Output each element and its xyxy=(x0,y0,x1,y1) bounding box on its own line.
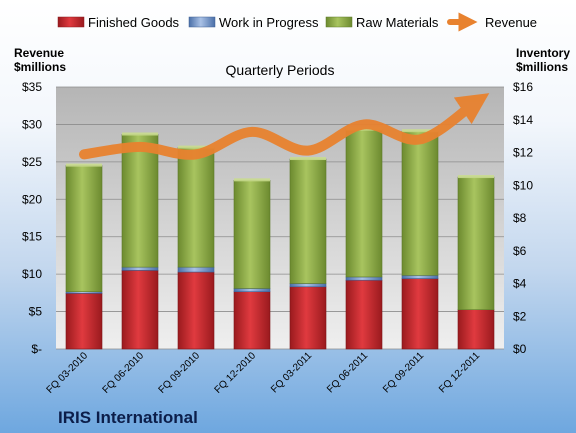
category-label: FQ 09-2011 xyxy=(381,350,426,395)
left-tick-label: $5 xyxy=(29,305,43,319)
left-axis-label-line1: Revenue xyxy=(14,46,64,60)
right-tick-label: $0 xyxy=(513,342,527,356)
bar-top-cap xyxy=(290,157,326,161)
bars-group xyxy=(65,127,495,350)
right-tick-label: $6 xyxy=(513,244,527,258)
right-tick-label: $2 xyxy=(513,309,527,323)
legend-label-revenue: Revenue xyxy=(485,15,537,30)
category-label: FQ 12-2011 xyxy=(437,350,482,395)
legend-label-raw-materials: Raw Materials xyxy=(356,15,439,30)
legend-item-revenue: Revenue xyxy=(447,12,537,32)
right-tick-label: $8 xyxy=(513,211,527,225)
revenue-line-group xyxy=(79,93,490,160)
left-tick-label: $20 xyxy=(22,192,42,206)
bar-top-cap xyxy=(178,145,214,149)
category-label: FQ 03-2010 xyxy=(45,350,91,396)
left-tick-label: $25 xyxy=(22,155,42,169)
right-axis-ticks: $0 $2 $4 $6 $8 $10 $12 $14 $16 xyxy=(513,80,533,356)
left-axis-ticks: $- $5 $10 $15 $20 $25 $30 $35 xyxy=(22,80,42,356)
right-tick-label: $10 xyxy=(513,178,533,192)
bar-top-cap xyxy=(122,132,158,136)
bar-work-in-progress xyxy=(289,283,327,288)
bar-finished-goods xyxy=(289,286,327,350)
bar-raw-materials xyxy=(65,165,103,292)
bar-work-in-progress xyxy=(401,275,439,279)
right-tick-label: $16 xyxy=(513,80,533,94)
company-name: IRIS International xyxy=(58,408,198,427)
bar-finished-goods xyxy=(345,279,383,350)
legend-item-raw-materials: Raw Materials xyxy=(325,15,439,30)
legend: Finished Goods Work in Progress Raw Mate… xyxy=(57,12,537,32)
bar-finished-goods xyxy=(457,309,495,350)
bar-raw-materials xyxy=(177,147,215,268)
bar-finished-goods xyxy=(65,293,103,350)
bar-raw-materials xyxy=(233,180,271,289)
bar-finished-goods xyxy=(233,291,271,350)
legend-label-work-in-progress: Work in Progress xyxy=(219,15,319,30)
left-tick-label: $- xyxy=(31,342,42,356)
bar-top-cap xyxy=(66,163,102,167)
category-label: FQ 12-2010 xyxy=(213,350,259,396)
legend-item-work-in-progress: Work in Progress xyxy=(188,15,319,30)
left-tick-label: $15 xyxy=(22,230,42,244)
bar-work-in-progress xyxy=(233,288,271,292)
bar-raw-materials xyxy=(457,176,495,310)
legend-swatch-raw-materials xyxy=(325,16,353,28)
left-tick-label: $35 xyxy=(22,80,42,94)
bar-top-cap xyxy=(402,129,438,133)
chart-title: Quarterly Periods xyxy=(226,62,335,78)
right-axis-label-line2: $millions xyxy=(516,60,568,74)
bar-raw-materials xyxy=(121,134,159,268)
bar-finished-goods xyxy=(401,278,439,350)
bar-finished-goods xyxy=(121,270,159,350)
bar-work-in-progress xyxy=(345,276,383,281)
category-label: FQ 09-2010 xyxy=(157,350,203,396)
left-tick-label: $10 xyxy=(22,267,42,281)
legend-swatch-finished-goods xyxy=(57,16,85,28)
bar-raw-materials xyxy=(289,158,327,284)
legend-swatch-work-in-progress xyxy=(188,16,216,28)
legend-label-finished-goods: Finished Goods xyxy=(88,15,180,30)
x-axis-ticks: FQ 03-2010 FQ 06-2010 FQ 09-2010 FQ 12-2010… xyxy=(45,350,483,396)
left-tick-label: $30 xyxy=(22,117,42,131)
bar-finished-goods xyxy=(177,271,215,350)
category-label: FQ 06-2011 xyxy=(325,350,370,395)
bar-top-cap xyxy=(234,178,270,182)
bar-top-cap xyxy=(458,175,494,179)
right-axis-label-line1: Inventory xyxy=(516,46,570,60)
legend-item-finished-goods: Finished Goods xyxy=(57,15,180,30)
right-tick-label: $4 xyxy=(513,277,527,291)
category-label: FQ 03-2011 xyxy=(269,350,314,395)
bar-work-in-progress xyxy=(121,266,159,271)
left-axis-label-line2: $millions xyxy=(14,60,66,74)
bar-work-in-progress xyxy=(177,266,215,273)
right-tick-label: $14 xyxy=(513,113,533,127)
right-tick-label: $12 xyxy=(513,146,533,160)
bar-raw-materials xyxy=(401,130,439,276)
bar-raw-materials xyxy=(345,129,383,278)
category-label: FQ 06-2010 xyxy=(101,350,147,396)
revenue-line xyxy=(79,93,490,160)
